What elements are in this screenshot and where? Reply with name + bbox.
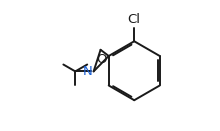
Text: N: N	[83, 65, 93, 78]
Text: O: O	[96, 53, 106, 66]
Text: Cl: Cl	[128, 13, 141, 26]
